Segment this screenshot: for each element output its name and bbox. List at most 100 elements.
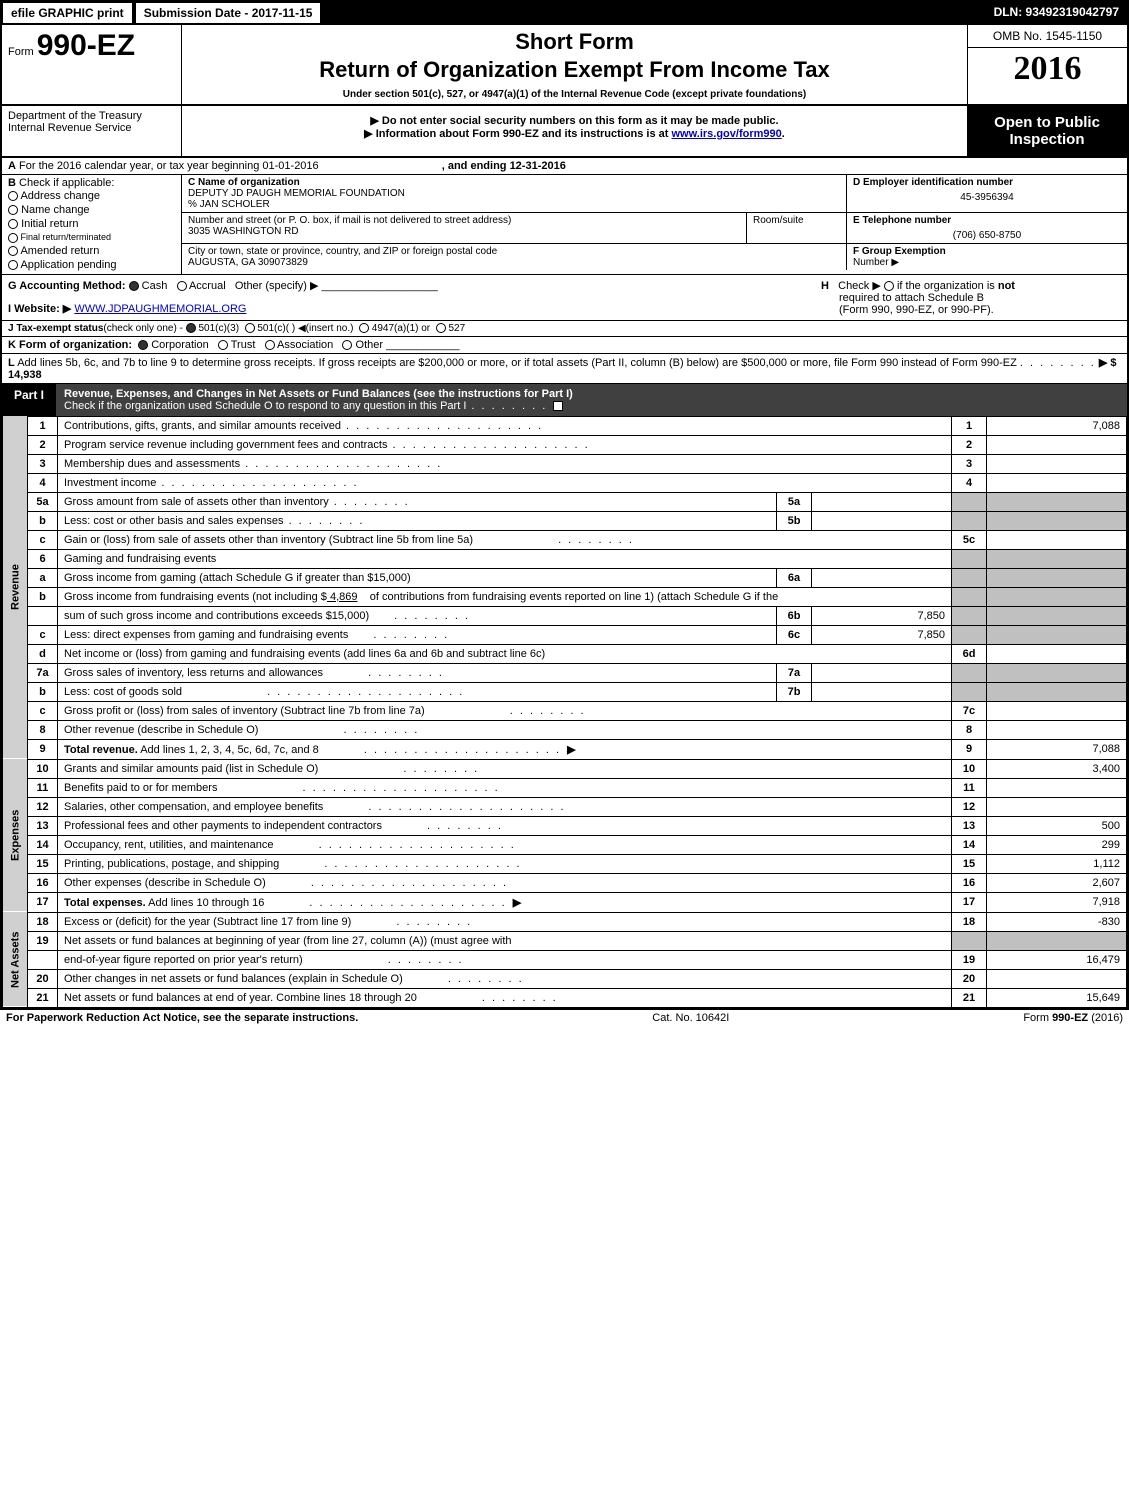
row-rn [952, 682, 987, 701]
row-rn [952, 587, 987, 606]
row-rn: 2 [952, 435, 987, 454]
row-rn: 4 [952, 473, 987, 492]
top-bar: efile GRAPHIC print Submission Date - 20… [2, 2, 1127, 25]
row-rn [952, 663, 987, 682]
row-num: 10 [28, 759, 58, 778]
title-subtitle: Under section 501(c), 527, or 4947(a)(1)… [186, 89, 963, 100]
row-desc: Less: direct expenses from gaming and fu… [58, 625, 777, 644]
check-initial-return[interactable]: Initial return [8, 217, 175, 231]
row-desc: Printing, publications, postage, and shi… [58, 854, 952, 873]
part-1-table: Revenue 1 Contributions, gifts, grants, … [2, 416, 1127, 1008]
row-desc: Contributions, gifts, grants, and simila… [58, 416, 952, 435]
row-num: 6 [28, 549, 58, 568]
row-num: c [28, 530, 58, 549]
radio-cash[interactable] [129, 281, 139, 291]
row-num [28, 606, 58, 625]
check-address-change[interactable]: Address change [8, 189, 175, 203]
line-j: J Tax-exempt status(check only one) - 50… [2, 321, 1127, 337]
row-num: 1 [28, 416, 58, 435]
radio-501c[interactable] [245, 323, 255, 333]
row-rv [987, 969, 1127, 988]
row-desc: Gross amount from sale of assets other t… [58, 492, 777, 511]
row-rn: 15 [952, 854, 987, 873]
row-desc: Net assets or fund balances at beginning… [58, 931, 952, 950]
website-link[interactable]: WWW.JDPAUGHMEMORIAL.ORG [74, 303, 246, 315]
check-name-change[interactable]: Name change [8, 203, 175, 217]
line-g-h: G Accounting Method: Cash Accrual Other … [2, 275, 1127, 321]
row-mv: 7,850 [812, 625, 952, 644]
row-mv [812, 492, 952, 511]
box-e: E Telephone number (706) 650-8750 [847, 213, 1127, 243]
radio-assoc[interactable] [265, 340, 275, 350]
check-amended[interactable]: Amended return [8, 244, 175, 258]
check-pending[interactable]: Application pending [8, 258, 175, 272]
check-column: B Check if applicable: Address change Na… [2, 175, 182, 274]
check-final-return[interactable]: Final return/terminated [8, 231, 175, 244]
row-desc: Grants and similar amounts paid (list in… [58, 759, 952, 778]
row-num: 18 [28, 912, 58, 931]
row-num: c [28, 625, 58, 644]
footer-left: For Paperwork Reduction Act Notice, see … [6, 1012, 358, 1024]
row-rv: 2,607 [987, 873, 1127, 892]
row-rv: -830 [987, 912, 1127, 931]
ein-value: 45-3956394 [853, 188, 1121, 203]
radio-corp[interactable] [138, 340, 148, 350]
row-rn: 3 [952, 454, 987, 473]
radio-4947[interactable] [359, 323, 369, 333]
radio-accrual[interactable] [177, 281, 187, 291]
row-rn [952, 568, 987, 587]
row-num: 11 [28, 778, 58, 797]
row-rv [987, 530, 1127, 549]
row-rn: 17 [952, 892, 987, 912]
row-rn [952, 606, 987, 625]
row-desc: Salaries, other compensation, and employ… [58, 797, 952, 816]
row-num: 17 [28, 892, 58, 912]
row-rv [987, 473, 1127, 492]
row-num: 20 [28, 969, 58, 988]
row-mv: 7,850 [812, 606, 952, 625]
row-rv [987, 435, 1127, 454]
irs-link[interactable]: www.irs.gov/form990 [672, 128, 782, 140]
box-h: H Check ▶ if the organization is not req… [821, 279, 1121, 316]
check-h[interactable] [884, 281, 894, 291]
row-desc: Gross income from gaming (attach Schedul… [58, 568, 777, 587]
row-desc: Professional fees and other payments to … [58, 816, 952, 835]
row-rn [952, 625, 987, 644]
row-rn: 13 [952, 816, 987, 835]
box-d: D Employer identification number 45-3956… [847, 175, 1127, 212]
city-value: AUGUSTA, GA 309073829 [188, 257, 840, 268]
row-rn: 19 [952, 950, 987, 969]
radio-other[interactable] [342, 340, 352, 350]
row-num: 9 [28, 739, 58, 759]
row-rv: 3,400 [987, 759, 1127, 778]
row-desc: end-of-year figure reported on prior yea… [58, 950, 952, 969]
side-expenses: Expenses [3, 759, 28, 912]
row-rn: 7c [952, 701, 987, 720]
row-mn: 5b [777, 511, 812, 530]
row-rv: 15,649 [987, 988, 1127, 1007]
row-rv: 299 [987, 835, 1127, 854]
title-main: Return of Organization Exempt From Incom… [186, 57, 963, 83]
row-rv: 16,479 [987, 950, 1127, 969]
form-header: Form 990-EZ Short Form Return of Organiz… [2, 25, 1127, 106]
radio-501c3[interactable] [186, 323, 196, 333]
radio-trust[interactable] [218, 340, 228, 350]
row-desc: Gain or (loss) from sale of assets other… [58, 530, 952, 549]
row-rn: 8 [952, 720, 987, 739]
efile-print-button[interactable]: efile GRAPHIC print [2, 2, 133, 24]
part-1-header: Part I Revenue, Expenses, and Changes in… [2, 384, 1127, 416]
row-mn: 7b [777, 682, 812, 701]
check-part1-schedule-o[interactable] [553, 401, 563, 411]
arrow-line-2: ▶ Information about Form 990-EZ and its … [186, 127, 963, 140]
row-rv [987, 492, 1127, 511]
radio-527[interactable] [436, 323, 446, 333]
row-num: 19 [28, 931, 58, 950]
street-cell: Number and street (or P. O. box, if mail… [182, 213, 747, 243]
row-num: 3 [28, 454, 58, 473]
row-rn: 20 [952, 969, 987, 988]
row-mv [812, 568, 952, 587]
row-mn: 5a [777, 492, 812, 511]
row-num: b [28, 587, 58, 606]
row-desc: Membership dues and assessments [58, 454, 952, 473]
row-num: 4 [28, 473, 58, 492]
